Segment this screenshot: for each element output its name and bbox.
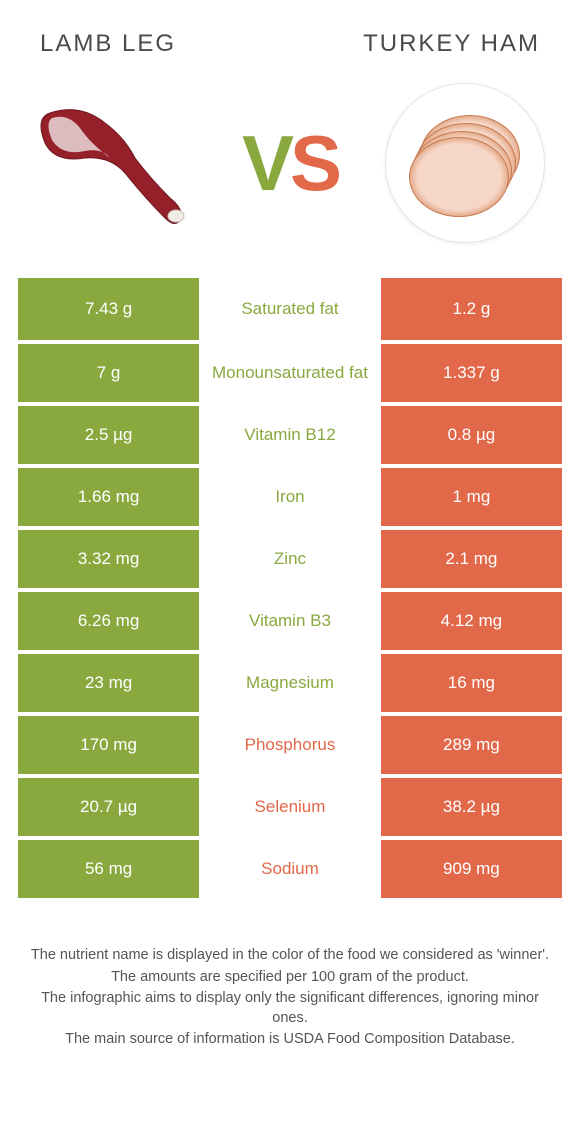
nutrient-label: Selenium [199, 778, 381, 836]
left-value: 3.32 mg [18, 530, 199, 588]
right-value: 1.337 g [381, 344, 562, 402]
left-value: 2.5 µg [18, 406, 199, 464]
right-value: 1 mg [381, 468, 562, 526]
table-row: 2.5 µgVitamin B120.8 µg [18, 402, 562, 464]
footnote-line: The infographic aims to display only the… [30, 989, 550, 1028]
right-value: 909 mg [381, 840, 562, 898]
table-row: 6.26 mgVitamin B34.12 mg [18, 588, 562, 650]
nutrient-label: Saturated fat [199, 278, 381, 340]
nutrient-label: Vitamin B3 [199, 592, 381, 650]
nutrient-label: Zinc [199, 530, 381, 588]
left-value: 56 mg [18, 840, 199, 898]
left-value: 7 g [18, 344, 199, 402]
vs-label: V S [242, 118, 338, 209]
table-row: 170 mgPhosphorus289 mg [18, 712, 562, 774]
left-value: 20.7 µg [18, 778, 199, 836]
table-row: 7 gMonounsaturated fat1.337 g [18, 340, 562, 402]
left-value: 23 mg [18, 654, 199, 712]
left-food-image [30, 78, 200, 248]
right-value: 1.2 g [381, 278, 562, 340]
left-value: 170 mg [18, 716, 199, 774]
table-row: 20.7 µgSelenium38.2 µg [18, 774, 562, 836]
right-value: 289 mg [381, 716, 562, 774]
left-value: 1.66 mg [18, 468, 199, 526]
right-value: 2.1 mg [381, 530, 562, 588]
right-food-title: Turkey ham [363, 30, 540, 58]
hero-row: V S [0, 68, 580, 268]
left-food-title: Lamb leg [40, 30, 176, 58]
footnotes: The nutrient name is displayed in the co… [0, 898, 580, 1050]
right-value: 16 mg [381, 654, 562, 712]
right-food-image [380, 78, 550, 248]
nutrient-table: 7.43 gSaturated fat1.2 g7 gMonounsaturat… [18, 278, 562, 898]
table-row: 56 mgSodium909 mg [18, 836, 562, 898]
turkey-ham-icon [385, 83, 545, 243]
nutrient-label: Sodium [199, 840, 381, 898]
right-value: 38.2 µg [381, 778, 562, 836]
nutrient-label: Iron [199, 468, 381, 526]
table-row: 23 mgMagnesium16 mg [18, 650, 562, 712]
table-row: 7.43 gSaturated fat1.2 g [18, 278, 562, 340]
left-value: 6.26 mg [18, 592, 199, 650]
footnote-line: The amounts are specified per 100 gram o… [30, 968, 550, 988]
nutrient-label: Vitamin B12 [199, 406, 381, 464]
vs-s: S [290, 118, 338, 209]
lamb-leg-icon [30, 88, 200, 238]
footnote-line: The nutrient name is displayed in the co… [30, 946, 550, 966]
left-value: 7.43 g [18, 278, 199, 340]
nutrient-label: Phosphorus [199, 716, 381, 774]
nutrient-label: Monounsaturated fat [199, 344, 381, 402]
nutrient-label: Magnesium [199, 654, 381, 712]
table-row: 1.66 mgIron1 mg [18, 464, 562, 526]
vs-v: V [242, 118, 290, 209]
header: Lamb leg Turkey ham [0, 0, 580, 68]
right-value: 4.12 mg [381, 592, 562, 650]
table-row: 3.32 mgZinc2.1 mg [18, 526, 562, 588]
right-value: 0.8 µg [381, 406, 562, 464]
footnote-line: The main source of information is USDA F… [30, 1030, 550, 1050]
